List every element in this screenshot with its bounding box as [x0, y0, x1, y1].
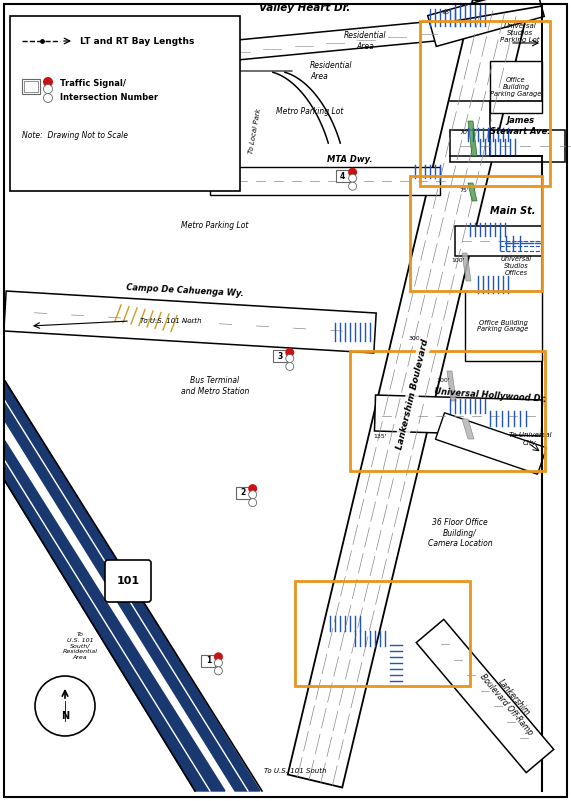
Bar [295, 581, 470, 686]
Polygon shape [375, 395, 542, 436]
Text: 75': 75' [459, 188, 469, 194]
Text: James
Stewart Ave.: James Stewart Ave. [490, 116, 550, 135]
Text: To Universal
City.: To Universal City. [509, 433, 552, 445]
Polygon shape [447, 371, 456, 401]
Text: To U.S. 101 North: To U.S. 101 North [140, 318, 202, 324]
Bar [336, 171, 349, 182]
Text: Main St.: Main St. [490, 206, 536, 216]
Text: Lankershim
Boulevard Off-Ramp: Lankershim Boulevard Off-Ramp [478, 665, 542, 737]
Text: 36 Floor Office
Building/
Camera Location: 36 Floor Office Building/ Camera Locatio… [428, 518, 492, 548]
Circle shape [35, 676, 95, 736]
Text: 1: 1 [206, 656, 211, 666]
Polygon shape [462, 253, 471, 281]
Circle shape [348, 167, 357, 177]
Text: To Metro
Parking Lot: To Metro Parking Lot [155, 159, 195, 172]
Text: Metro Parking Lot: Metro Parking Lot [182, 222, 249, 231]
Bar [22, 78, 40, 94]
Text: Traffic Signal/: Traffic Signal/ [60, 79, 126, 88]
Bar [10, 16, 240, 191]
Text: Universal
Studios
Offices: Universal Studios Offices [500, 256, 532, 276]
Circle shape [286, 348, 294, 357]
Text: Metro Parking Lot: Metro Parking Lot [276, 107, 344, 115]
FancyBboxPatch shape [105, 560, 151, 602]
Text: Universal Hollywood Dr.: Universal Hollywood Dr. [433, 387, 546, 404]
Polygon shape [468, 121, 477, 156]
Polygon shape [468, 183, 477, 201]
Text: Intersection Number: Intersection Number [60, 92, 158, 102]
Text: 98': 98' [442, 10, 452, 14]
Text: Valley Heart Dr.: Valley Heart Dr. [259, 3, 351, 13]
Bar [273, 351, 287, 362]
Circle shape [248, 484, 257, 493]
Text: Hollywood
Freeway: Hollywood Freeway [68, 421, 112, 472]
Bar [465, 291, 542, 361]
Circle shape [249, 491, 257, 498]
Text: To
U.S. 101
South/
Residential
Area: To U.S. 101 South/ Residential Area [62, 632, 98, 660]
Polygon shape [5, 381, 260, 791]
Text: Note:  Drawing Not to Scale: Note: Drawing Not to Scale [22, 131, 128, 140]
Circle shape [43, 94, 53, 103]
Polygon shape [210, 167, 440, 195]
Polygon shape [288, 0, 527, 787]
Text: Residential
Area: Residential Area [344, 31, 386, 50]
Polygon shape [5, 441, 225, 791]
Polygon shape [175, 21, 435, 66]
Text: Office
Building
Parking Garage: Office Building Parking Garage [490, 77, 542, 97]
Circle shape [286, 355, 294, 362]
Polygon shape [450, 130, 565, 162]
Text: 135': 135' [373, 433, 387, 438]
Circle shape [349, 175, 357, 182]
Bar [350, 351, 545, 471]
Text: Residential
Area: Residential Area [310, 62, 352, 81]
Polygon shape [462, 419, 474, 439]
Circle shape [43, 77, 53, 87]
Bar [24, 80, 38, 91]
Bar [490, 61, 542, 113]
Bar [202, 655, 215, 666]
Text: N: N [61, 711, 69, 721]
Text: 300': 300' [436, 379, 450, 384]
Text: Office Building
Parking Garage: Office Building Parking Garage [477, 320, 529, 332]
Circle shape [249, 498, 257, 506]
Bar [410, 176, 542, 291]
Text: To Local Park: To Local Park [248, 108, 262, 154]
Text: LT and RT Bay Lengths: LT and RT Bay Lengths [80, 37, 194, 46]
Text: Bus Terminal
and Metro Station: Bus Terminal and Metro Station [181, 376, 249, 396]
Polygon shape [436, 413, 546, 474]
Text: 2: 2 [240, 488, 246, 497]
Circle shape [215, 659, 223, 666]
Polygon shape [4, 291, 376, 353]
Circle shape [215, 666, 223, 674]
Text: 100': 100' [451, 259, 465, 264]
Polygon shape [416, 619, 554, 773]
Text: 300': 300' [408, 336, 422, 340]
Bar [420, 21, 550, 186]
Text: To U.S. 101 South: To U.S. 101 South [264, 768, 326, 774]
Text: 70': 70' [459, 131, 469, 135]
Text: Campo De Cahuenga Wy.: Campo De Cahuenga Wy. [126, 284, 244, 299]
Text: 3: 3 [277, 352, 283, 361]
Circle shape [43, 84, 53, 94]
Text: Universal
Studios
Parking Lot: Universal Studios Parking Lot [500, 23, 540, 43]
Circle shape [349, 182, 357, 190]
Circle shape [214, 652, 223, 662]
Text: Lankershim Boulevard: Lankershim Boulevard [395, 338, 430, 451]
Bar [236, 487, 250, 498]
Polygon shape [455, 226, 542, 256]
Text: 4: 4 [340, 171, 345, 181]
Text: MTA Dwy.: MTA Dwy. [327, 155, 373, 163]
Polygon shape [428, 0, 544, 46]
Text: 101: 101 [116, 576, 139, 586]
Circle shape [286, 362, 294, 370]
